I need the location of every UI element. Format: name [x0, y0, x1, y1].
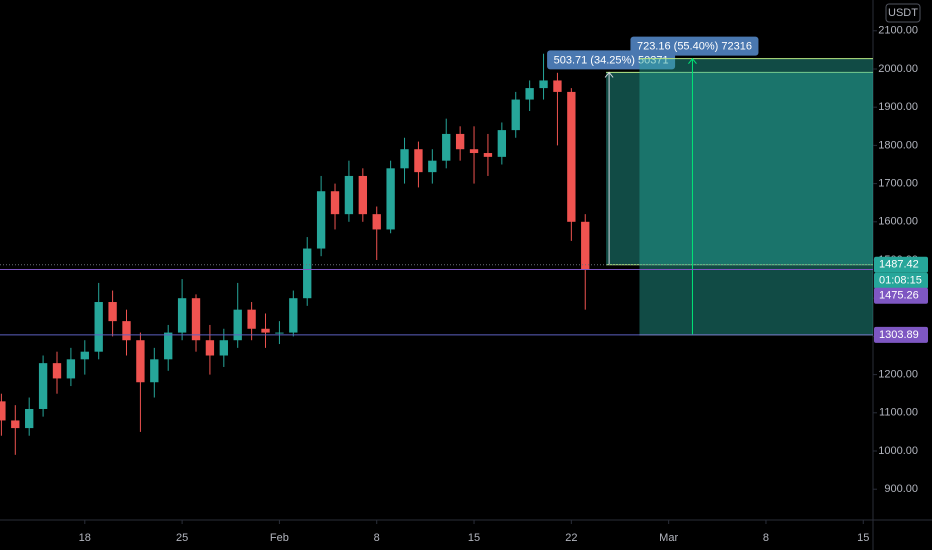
candle-body [25, 408, 34, 429]
candle-body [553, 80, 562, 92]
countdown-label-box [874, 272, 928, 289]
measure-label: 503.71 (34.25%) 50371 [554, 54, 669, 66]
candle-body [247, 309, 256, 329]
candle-body [581, 221, 590, 270]
candle-body [525, 88, 534, 100]
y-tick-label: 2100.00 [878, 25, 918, 37]
candle-body [52, 363, 62, 379]
price-label: 1487.42 [879, 259, 919, 271]
candle-body [316, 191, 326, 249]
candle-body [386, 168, 395, 230]
candle-body [205, 340, 215, 356]
x-tick-label: Feb [270, 532, 289, 544]
candle-body [136, 340, 145, 383]
y-tick-label: 1600.00 [878, 216, 918, 228]
candle-body [177, 298, 187, 333]
candle-body [122, 321, 131, 341]
position-profit-zone [639, 58, 873, 335]
candle-body [442, 133, 451, 161]
candle-body [38, 363, 48, 409]
y-tick-label: 1700.00 [878, 178, 918, 190]
candle-body [66, 359, 76, 379]
countdown-label: 01:08:15 [879, 275, 922, 287]
candle-body [289, 298, 298, 333]
currency-label: USDT [888, 7, 918, 19]
candle-body [164, 332, 173, 360]
candle-body [358, 175, 367, 215]
price-label: 1475.26 [879, 290, 919, 302]
candle-body [150, 359, 159, 383]
candle-body [497, 130, 507, 157]
y-tick-label: 1800.00 [878, 139, 918, 151]
candle-body [539, 80, 548, 89]
candle-body [11, 420, 20, 429]
candle-body [261, 328, 270, 333]
candle-body [400, 149, 409, 169]
candle-body [567, 91, 576, 222]
candle-body [414, 149, 423, 173]
price-label-box [874, 256, 928, 273]
x-tick-label: 8 [374, 532, 380, 544]
measure-label-box [630, 36, 759, 56]
candle-body [94, 302, 103, 352]
y-tick-label: 1100.00 [879, 407, 918, 419]
candle-body [469, 149, 479, 154]
price-label-box [874, 326, 928, 343]
candle-body [191, 298, 201, 341]
x-tick-label: 25 [176, 532, 188, 544]
price-label: 1303.89 [879, 329, 919, 341]
candle-body [344, 175, 354, 215]
position-arrow-head [604, 71, 614, 78]
x-tick-label: 22 [565, 532, 577, 544]
candle-body [428, 160, 437, 173]
candle-body [219, 340, 228, 356]
candle-body [330, 191, 340, 215]
x-tick-label: Mar [659, 532, 678, 544]
x-tick-label: 18 [79, 532, 91, 544]
candle-body [275, 332, 284, 334]
y-tick-label: 1000.00 [878, 445, 918, 457]
candle-body [303, 248, 312, 299]
measure-label: 723.16 (55.40%) 72316 [637, 41, 752, 53]
x-tick-label: 15 [857, 532, 869, 544]
candle-body [511, 99, 520, 131]
x-tick-label: 15 [468, 532, 480, 544]
candle-body [372, 214, 381, 230]
candle-body [80, 351, 89, 360]
candle-body [233, 309, 242, 341]
y-tick-label: 1200.00 [878, 369, 918, 381]
currency-box[interactable] [885, 3, 921, 23]
y-tick-label: 900.00 [884, 483, 918, 495]
y-tick-label: 1900.00 [878, 101, 918, 113]
position-profit-zone [606, 72, 873, 265]
position-arrow-head [688, 57, 697, 64]
price-label-box [874, 287, 928, 304]
candle-body [483, 153, 493, 157]
candle-body [0, 401, 6, 421]
y-tick-label: 2000.00 [878, 63, 918, 75]
x-tick-label: 8 [763, 532, 769, 544]
candle-body [108, 302, 117, 322]
candle-body [455, 133, 465, 150]
